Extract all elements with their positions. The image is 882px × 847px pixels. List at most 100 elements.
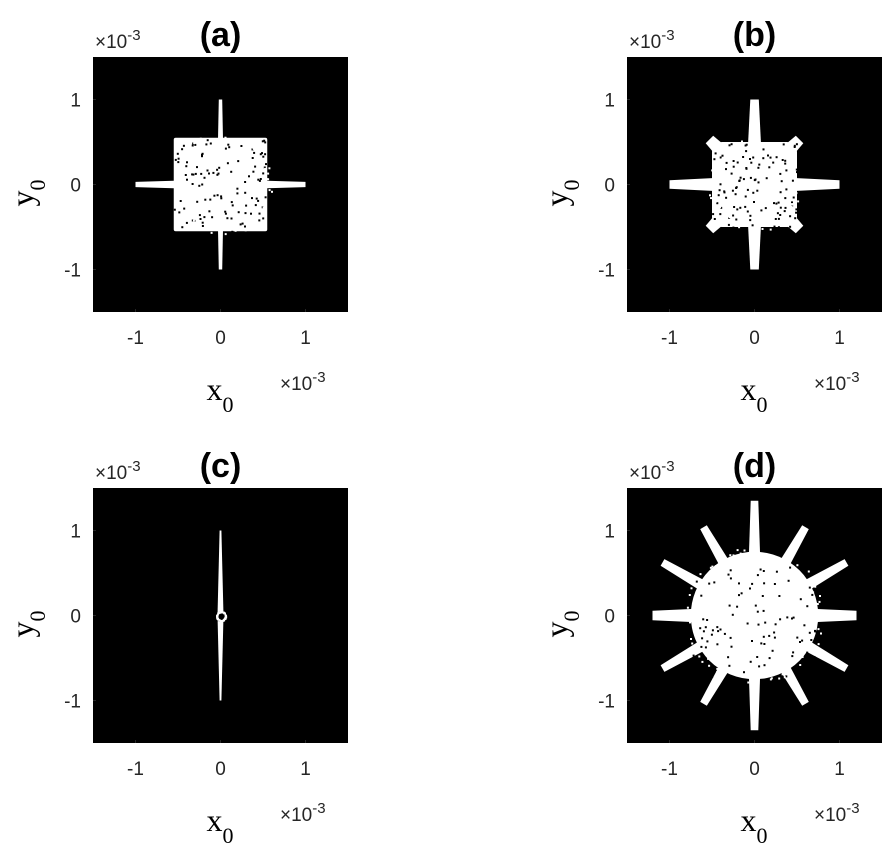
edge-point-d	[714, 565, 717, 568]
gap-dot-a	[198, 214, 201, 217]
edge-point-a	[171, 182, 174, 185]
gap-dot-b	[784, 162, 787, 165]
edge-point-a	[265, 168, 268, 170]
arm-d-9	[746, 615, 763, 731]
edge-point-d	[789, 671, 792, 674]
edge-point-b	[748, 224, 751, 227]
edge-point-d	[799, 664, 802, 666]
gap-dot-d	[693, 674, 696, 677]
gap-dot-b	[744, 195, 747, 198]
edge-point-d	[722, 554, 725, 557]
edge-point-a	[177, 174, 179, 177]
gap-dot-b	[752, 156, 755, 159]
gap-dot-a	[251, 197, 253, 200]
gap-dot-d	[791, 617, 793, 620]
edge-point-b	[787, 160, 790, 163]
gap-dot-b	[779, 191, 782, 194]
edge-point-d	[686, 606, 689, 609]
edge-point-b	[741, 140, 743, 143]
y-tick-label-c: 0	[70, 607, 81, 628]
gap-dot-b	[777, 217, 780, 220]
x-tick-label-a: 0	[215, 328, 226, 349]
gap-dot-b	[732, 226, 735, 229]
gap-dot-d	[771, 649, 774, 652]
edge-point-d	[818, 600, 821, 603]
gap-dot-a	[206, 139, 209, 142]
gap-dot-b	[776, 212, 779, 215]
gap-dot-b	[746, 188, 749, 191]
gap-dot-a	[191, 219, 194, 222]
x-axis-label-sub-c: 0	[223, 823, 234, 847]
gap-dot-b	[719, 183, 722, 186]
gap-dot-d	[808, 586, 811, 589]
gap-dot-d	[704, 626, 707, 629]
edge-point-d	[691, 642, 694, 645]
gap-dot-b	[779, 214, 782, 216]
gap-dot-d	[730, 645, 733, 648]
edge-point-d	[806, 583, 808, 585]
gap-dot-d	[779, 618, 782, 621]
gap-dot-a	[241, 222, 244, 225]
gap-dot-a	[263, 139, 266, 142]
gap-dot-d	[808, 631, 811, 634]
gap-dot-a	[251, 157, 254, 159]
edge-point-b	[777, 144, 780, 147]
edge-point-a	[224, 233, 227, 236]
gap-dot-b	[762, 148, 765, 151]
y-exponent-power-d: -3	[661, 458, 674, 475]
edge-point-a	[234, 229, 237, 232]
edge-point-b	[719, 159, 722, 162]
edge-point-a	[264, 158, 266, 161]
edge-point-a	[252, 147, 255, 150]
gap-dot-b	[719, 213, 722, 216]
y-axis-label-main-d: y	[538, 622, 574, 638]
gap-dot-a	[228, 146, 231, 149]
gap-dot-b	[795, 168, 798, 171]
gap-dot-b	[716, 202, 719, 205]
x-exponent-base-c: ×10	[280, 805, 312, 826]
gap-dot-b	[767, 154, 769, 157]
gap-dot-a	[224, 212, 227, 215]
edge-point-a	[246, 226, 249, 228]
gap-dot-b	[768, 166, 771, 169]
edge-point-b	[713, 173, 716, 176]
edge-point-d	[701, 660, 704, 663]
gap-dot-d	[717, 630, 720, 633]
edge-point-b	[711, 169, 714, 172]
edge-point-b	[738, 222, 741, 225]
gap-dot-d	[811, 673, 814, 676]
y-exponent-power-a: -3	[127, 27, 140, 44]
edge-point-b	[783, 216, 786, 219]
gap-dot-d	[803, 624, 806, 627]
x-tick-label-a: -1	[127, 328, 144, 349]
gap-dot-b	[784, 197, 787, 200]
y-tick-label-a: 1	[70, 91, 81, 112]
x-tick-label-d: 1	[834, 759, 845, 780]
y-tick-label-c: 1	[70, 522, 81, 543]
gap-dot-d	[707, 677, 710, 680]
x-exponent-base-b: ×10	[814, 374, 846, 395]
y-axis-label-c: y0	[4, 611, 50, 638]
gap-dot-d	[728, 664, 731, 667]
gap-dot-a	[236, 187, 239, 190]
edge-point-b	[791, 203, 794, 206]
x-tick-label-a: 1	[300, 328, 311, 349]
edge-point-b	[734, 223, 737, 226]
edge-point-a	[268, 167, 271, 170]
gap-dot-b	[723, 190, 726, 193]
gap-dot-d	[773, 583, 776, 585]
edge-point-d	[689, 621, 691, 624]
gap-dot-a	[237, 160, 240, 163]
gap-dot-b	[794, 217, 797, 220]
y-tick-label-d: 0	[604, 607, 615, 628]
gap-dot-d	[756, 574, 759, 577]
gap-dot-a	[181, 148, 184, 151]
gap-dot-b	[749, 176, 752, 179]
edge-point-a	[183, 155, 186, 158]
gap-dot-b	[742, 156, 745, 158]
gap-dot-d	[708, 582, 711, 585]
panel-title-c: (c)	[200, 447, 242, 485]
gap-dot-b	[753, 179, 756, 182]
edge-point-b	[774, 146, 777, 149]
